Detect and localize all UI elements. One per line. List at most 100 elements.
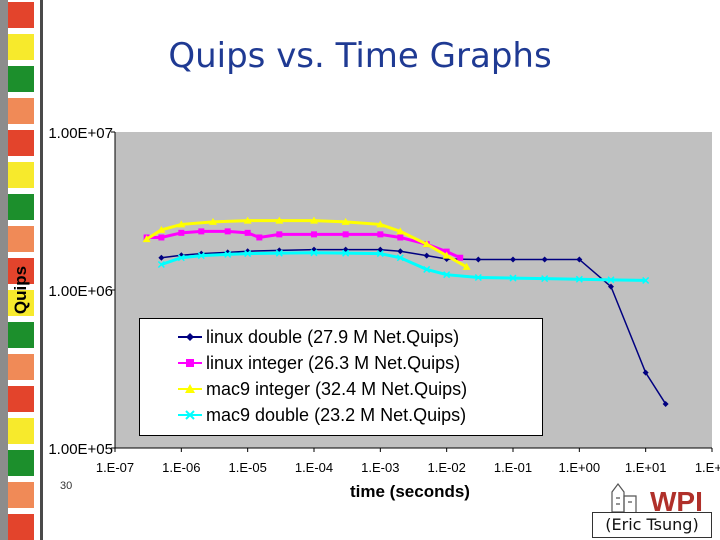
series-2-point [377, 231, 384, 238]
x-tick-label: 1.E+0 [695, 460, 720, 475]
series-2-point [244, 229, 251, 236]
series-3-point [462, 262, 471, 270]
strip-square [8, 98, 34, 124]
series-1-point [397, 248, 404, 255]
legend-label: mac9 integer (32.4 M Net.Quips) [206, 379, 468, 399]
series-4-point [396, 254, 404, 262]
series-1-point [158, 254, 165, 261]
slide-title: Quips vs. Time Graphs [168, 36, 552, 76]
strip-square [8, 2, 34, 28]
series-1-point [178, 252, 185, 259]
x-tick-label: 1.E+00 [559, 460, 601, 475]
series-4-point [541, 275, 549, 283]
series-4-point [310, 249, 318, 257]
strip-square [8, 34, 34, 60]
series-4-point [197, 252, 205, 260]
legend-entry: linux integer (26.3 M Net.Quips) [140, 351, 540, 375]
series-4-point [509, 274, 517, 282]
y-tick-label: 1.00E+06 [48, 283, 113, 300]
series-3-point [243, 216, 252, 224]
series-4-point [342, 249, 350, 257]
chart-legend: linux double (27.9 M Net.Quips) linux int… [139, 318, 543, 436]
series-3-point [442, 251, 451, 259]
series-3-point [341, 217, 350, 225]
strip-square [8, 162, 34, 188]
legend-entry: mac9 integer (32.4 M Net.Quips) [140, 377, 540, 401]
series-1-point [642, 369, 649, 376]
x-tick-label: 1.E-07 [96, 460, 134, 475]
logo-text: WPI [650, 486, 703, 514]
series-2-point [276, 231, 283, 238]
legend-swatch [178, 333, 202, 341]
series-4-point [224, 250, 232, 258]
series-3-point [275, 216, 284, 224]
series-1-point [198, 250, 205, 257]
series-1-point [607, 283, 614, 290]
strip-square [8, 450, 34, 476]
x-tick-label: 1.E-01 [494, 460, 532, 475]
series-2-point [178, 229, 185, 236]
x-axis-label: time (seconds) [350, 482, 470, 501]
series-3-point [208, 217, 217, 225]
series-2-point [158, 234, 165, 241]
series-2-point [457, 254, 464, 261]
strip-square [8, 66, 34, 92]
x-tick-label: 1.E-05 [229, 460, 267, 475]
series-1-point [662, 400, 669, 407]
author-credit: (Eric Tsung) [592, 512, 712, 538]
series-2-point [397, 234, 404, 241]
legend-entry: linux double (27.9 M Net.Quips) [140, 325, 540, 349]
series-3-point [310, 216, 318, 224]
series-3-point [376, 220, 385, 228]
y-axis-label: Quips [11, 266, 30, 314]
strip-square [8, 194, 34, 220]
legend-swatch [178, 384, 202, 393]
strip-square [8, 418, 34, 444]
strip-square [8, 354, 34, 380]
y-tick-label: 1.00E+07 [48, 125, 113, 142]
series-3-point [396, 227, 405, 235]
series-2-point [342, 231, 349, 238]
strip-square [8, 322, 34, 348]
series-4-point [575, 275, 583, 283]
series-2-point [311, 231, 317, 238]
series-1-point [541, 256, 548, 263]
legend-swatch [178, 359, 202, 367]
series-4-point [157, 260, 165, 269]
wpi-logo: WPI [611, 483, 703, 514]
legend-label: linux integer (26.3 M Net.Quips) [206, 353, 461, 373]
series-4-point [642, 276, 650, 284]
legend-swatch [178, 410, 202, 420]
series-4-point [474, 273, 482, 282]
series-1-point [510, 256, 516, 263]
series-2-point [198, 228, 205, 235]
strip-square [8, 258, 34, 284]
decorative-color-strip [0, 0, 44, 540]
series-2-point [224, 228, 231, 235]
strip-square [8, 514, 34, 540]
series-4-point [443, 271, 451, 279]
series-1-point [423, 252, 430, 259]
series-4-point [177, 254, 185, 262]
series-4-point [244, 250, 252, 258]
series-3-point [422, 240, 431, 248]
strip-square [8, 290, 34, 316]
series-4-point [275, 249, 283, 257]
series-1-point [475, 256, 482, 263]
x-tick-label: 1.E-02 [428, 460, 466, 475]
strip-square [8, 386, 34, 412]
legend-entry: mac9 double (23.2 M Net.Quips) [140, 403, 540, 427]
x-tick-label: 1.E-04 [295, 460, 333, 475]
strip-square [8, 226, 34, 252]
series-4-point [607, 276, 615, 284]
x-tick-label: 1.E+01 [625, 460, 667, 475]
series-3-point [157, 225, 166, 233]
x-tick-label: 1.E-03 [361, 460, 399, 475]
page-number: 30 [60, 480, 73, 492]
y-tick-label: 1.00E+05 [48, 441, 113, 458]
x-tick-label: 1.E-06 [162, 460, 200, 475]
strip-square [8, 482, 34, 508]
legend-label: mac9 double (23.2 M Net.Quips) [206, 405, 467, 425]
series-4-point [376, 250, 384, 258]
